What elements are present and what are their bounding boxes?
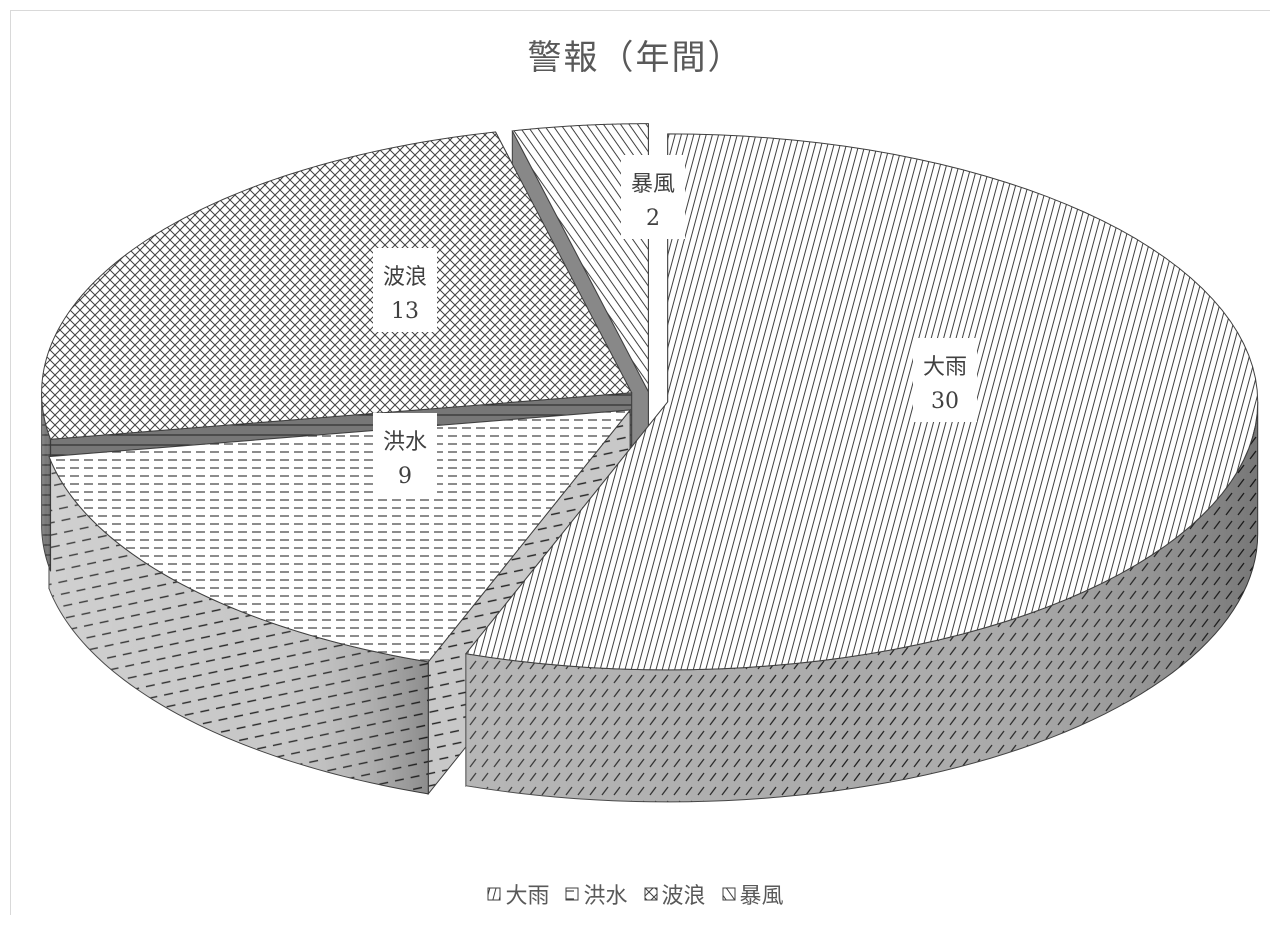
chart-area bbox=[10, 10, 1270, 915]
pie-slice-波浪 bbox=[41, 131, 633, 440]
legend-label: 洪水 bbox=[583, 884, 628, 909]
chart-legend: 大雨 洪水 波浪 暴風 bbox=[0, 878, 1271, 910]
legend-swatch bbox=[565, 887, 579, 901]
data-label-value: 9 bbox=[398, 464, 412, 489]
data-label-value: 2 bbox=[646, 206, 660, 231]
data-label-category: 洪水 bbox=[383, 430, 427, 455]
legend-swatch bbox=[722, 887, 736, 901]
data-label-value: 30 bbox=[931, 389, 959, 414]
legend-label: 暴風 bbox=[739, 884, 784, 909]
data-label-box bbox=[621, 155, 685, 239]
legend-label: 大雨 bbox=[505, 884, 550, 909]
legend-swatch bbox=[644, 887, 657, 901]
pie-slice-大雨 bbox=[465, 133, 1259, 671]
chart-title: 警報（年間） bbox=[527, 38, 744, 78]
data-label-暴風: 暴風 2 bbox=[621, 155, 685, 239]
data-label-波浪: 波浪 13 bbox=[373, 248, 437, 332]
data-label-category: 暴風 bbox=[631, 172, 675, 197]
data-label-box bbox=[913, 338, 977, 422]
data-label-box bbox=[373, 413, 437, 497]
legend-item-洪水: 洪水 bbox=[565, 878, 628, 910]
pie-side-shade-2 bbox=[41, 392, 51, 572]
legend-label: 波浪 bbox=[661, 884, 706, 909]
pie-side-shade-1 bbox=[49, 456, 429, 794]
legend-item-暴風: 暴風 bbox=[722, 878, 784, 910]
legend-item-大雨: 大雨 bbox=[487, 878, 549, 910]
pie-slice-暴風 bbox=[511, 123, 649, 392]
pie-slice-洪水 bbox=[48, 409, 632, 663]
data-label-大雨: 大雨 30 bbox=[913, 338, 977, 422]
pie-side-shade-0 bbox=[465, 401, 1258, 802]
data-label-洪水: 洪水 9 bbox=[373, 413, 437, 497]
data-label-box bbox=[373, 248, 437, 332]
legend-swatch bbox=[487, 887, 501, 901]
data-label-category: 大雨 bbox=[923, 355, 967, 380]
data-label-category: 波浪 bbox=[383, 265, 427, 290]
legend-item-波浪: 波浪 bbox=[644, 878, 706, 910]
data-label-value: 13 bbox=[391, 299, 419, 324]
